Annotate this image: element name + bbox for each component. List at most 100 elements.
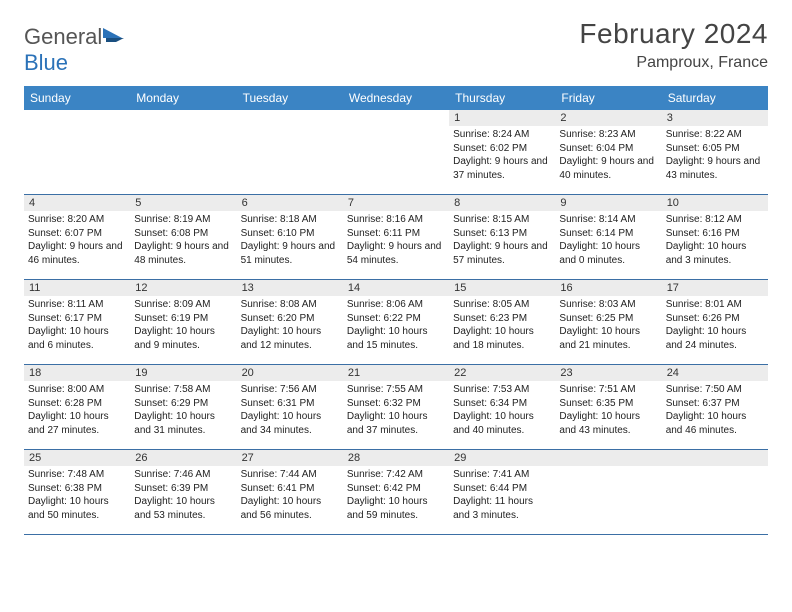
week-row: 25 Sunrise: 7:48 AMSunset: 6:38 PMDayligh…	[24, 450, 768, 535]
day-details: Sunrise: 8:20 AMSunset: 6:07 PMDaylight:…	[28, 213, 126, 267]
day-details: Sunrise: 7:53 AMSunset: 6:34 PMDaylight:…	[453, 383, 551, 437]
day-details: Sunrise: 7:41 AMSunset: 6:44 PMDaylight:…	[453, 468, 551, 522]
day-cell: 23 Sunrise: 7:51 AMSunset: 6:35 PMDayligh…	[555, 365, 661, 449]
day-cell: 18 Sunrise: 8:00 AMSunset: 6:28 PMDayligh…	[24, 365, 130, 449]
day-cell: 4 Sunrise: 8:20 AMSunset: 6:07 PMDaylight…	[24, 195, 130, 279]
day-number: 28	[343, 450, 449, 466]
day-cell: 7 Sunrise: 8:16 AMSunset: 6:11 PMDaylight…	[343, 195, 449, 279]
day-details: Sunrise: 8:16 AMSunset: 6:11 PMDaylight:…	[347, 213, 445, 267]
day-details: Sunrise: 7:44 AMSunset: 6:41 PMDaylight:…	[241, 468, 339, 522]
day-number: 1	[449, 110, 555, 126]
day-details: Sunrise: 8:09 AMSunset: 6:19 PMDaylight:…	[134, 298, 232, 352]
location: Pamproux, France	[579, 54, 768, 72]
day-header: Thursday	[449, 86, 555, 110]
day-cell: 17 Sunrise: 8:01 AMSunset: 6:26 PMDayligh…	[662, 280, 768, 364]
day-number: 20	[237, 365, 343, 381]
day-number: 25	[24, 450, 130, 466]
day-cell: 24 Sunrise: 7:50 AMSunset: 6:37 PMDayligh…	[662, 365, 768, 449]
day-details: Sunrise: 8:18 AMSunset: 6:10 PMDaylight:…	[241, 213, 339, 267]
week-row: 1 Sunrise: 8:24 AMSunset: 6:02 PMDaylight…	[24, 110, 768, 195]
week-row: 4 Sunrise: 8:20 AMSunset: 6:07 PMDaylight…	[24, 195, 768, 280]
day-cell: 29 Sunrise: 7:41 AMSunset: 6:44 PMDayligh…	[449, 450, 555, 534]
day-details: Sunrise: 8:03 AMSunset: 6:25 PMDaylight:…	[559, 298, 657, 352]
day-cell	[237, 110, 343, 194]
week-row: 11 Sunrise: 8:11 AMSunset: 6:17 PMDayligh…	[24, 280, 768, 365]
day-cell: 2 Sunrise: 8:23 AMSunset: 6:04 PMDaylight…	[555, 110, 661, 194]
day-header: Monday	[130, 86, 236, 110]
day-header-row: SundayMondayTuesdayWednesdayThursdayFrid…	[24, 86, 768, 110]
day-details: Sunrise: 8:12 AMSunset: 6:16 PMDaylight:…	[666, 213, 764, 267]
day-cell: 26 Sunrise: 7:46 AMSunset: 6:39 PMDayligh…	[130, 450, 236, 534]
day-cell	[130, 110, 236, 194]
day-number: 16	[555, 280, 661, 296]
day-number: 29	[449, 450, 555, 466]
day-details: Sunrise: 8:14 AMSunset: 6:14 PMDaylight:…	[559, 213, 657, 267]
day-details: Sunrise: 7:58 AMSunset: 6:29 PMDaylight:…	[134, 383, 232, 437]
day-details: Sunrise: 8:00 AMSunset: 6:28 PMDaylight:…	[28, 383, 126, 437]
day-number: 15	[449, 280, 555, 296]
day-cell: 28 Sunrise: 7:42 AMSunset: 6:42 PMDayligh…	[343, 450, 449, 534]
day-number: 2	[555, 110, 661, 126]
day-cell	[662, 450, 768, 534]
day-cell: 11 Sunrise: 8:11 AMSunset: 6:17 PMDayligh…	[24, 280, 130, 364]
title-block: February 2024 Pamproux, France	[579, 18, 768, 72]
day-cell: 16 Sunrise: 8:03 AMSunset: 6:25 PMDayligh…	[555, 280, 661, 364]
day-number-bar	[24, 110, 130, 126]
day-details: Sunrise: 7:42 AMSunset: 6:42 PMDaylight:…	[347, 468, 445, 522]
day-details: Sunrise: 8:24 AMSunset: 6:02 PMDaylight:…	[453, 128, 551, 182]
day-cell: 9Sunrise: 8:14 AMSunset: 6:14 PMDaylight…	[555, 195, 661, 279]
day-number: 19	[130, 365, 236, 381]
day-details: Sunrise: 7:50 AMSunset: 6:37 PMDaylight:…	[666, 383, 764, 437]
day-number: 23	[555, 365, 661, 381]
day-number: 10	[662, 195, 768, 211]
day-cell: 12 Sunrise: 8:09 AMSunset: 6:19 PMDayligh…	[130, 280, 236, 364]
day-cell	[343, 110, 449, 194]
calendar: SundayMondayTuesdayWednesdayThursdayFrid…	[24, 86, 768, 535]
day-cell	[24, 110, 130, 194]
day-number: 11	[24, 280, 130, 296]
day-details: Sunrise: 8:01 AMSunset: 6:26 PMDaylight:…	[666, 298, 764, 352]
day-details: Sunrise: 8:22 AMSunset: 6:05 PMDaylight:…	[666, 128, 764, 182]
day-cell: 20Sunrise: 7:56 AMSunset: 6:31 PMDayligh…	[237, 365, 343, 449]
day-cell: 5Sunrise: 8:19 AMSunset: 6:08 PMDaylight…	[130, 195, 236, 279]
day-header: Tuesday	[237, 86, 343, 110]
day-cell: 10 Sunrise: 8:12 AMSunset: 6:16 PMDayligh…	[662, 195, 768, 279]
day-details: Sunrise: 8:23 AMSunset: 6:04 PMDaylight:…	[559, 128, 657, 182]
day-cell: 14Sunrise: 8:06 AMSunset: 6:22 PMDayligh…	[343, 280, 449, 364]
day-number: 26	[130, 450, 236, 466]
day-number: 18	[24, 365, 130, 381]
day-number-bar	[662, 450, 768, 466]
day-header: Sunday	[24, 86, 130, 110]
day-number: 12	[130, 280, 236, 296]
day-header: Saturday	[662, 86, 768, 110]
day-cell: 6Sunrise: 8:18 AMSunset: 6:10 PMDaylight…	[237, 195, 343, 279]
day-number: 14	[343, 280, 449, 296]
day-details: Sunrise: 7:48 AMSunset: 6:38 PMDaylight:…	[28, 468, 126, 522]
day-number-bar	[555, 450, 661, 466]
logo-word1: General	[24, 24, 102, 49]
day-details: Sunrise: 8:19 AMSunset: 6:08 PMDaylight:…	[134, 213, 232, 267]
day-details: Sunrise: 8:05 AMSunset: 6:23 PMDaylight:…	[453, 298, 551, 352]
day-number: 7	[343, 195, 449, 211]
day-details: Sunrise: 8:11 AMSunset: 6:17 PMDaylight:…	[28, 298, 126, 352]
day-cell: 13Sunrise: 8:08 AMSunset: 6:20 PMDayligh…	[237, 280, 343, 364]
day-details: Sunrise: 7:55 AMSunset: 6:32 PMDaylight:…	[347, 383, 445, 437]
day-number: 17	[662, 280, 768, 296]
day-header: Friday	[555, 86, 661, 110]
day-details: Sunrise: 8:15 AMSunset: 6:13 PMDaylight:…	[453, 213, 551, 267]
logo: GeneralBlue	[24, 24, 126, 76]
day-cell: 22 Sunrise: 7:53 AMSunset: 6:34 PMDayligh…	[449, 365, 555, 449]
header: GeneralBlue February 2024 Pamproux, Fran…	[24, 18, 768, 76]
day-number: 4	[24, 195, 130, 211]
day-number: 24	[662, 365, 768, 381]
day-number: 22	[449, 365, 555, 381]
day-header: Wednesday	[343, 86, 449, 110]
day-details: Sunrise: 7:46 AMSunset: 6:39 PMDaylight:…	[134, 468, 232, 522]
logo-word2: Blue	[24, 50, 68, 75]
day-details: Sunrise: 7:51 AMSunset: 6:35 PMDaylight:…	[559, 383, 657, 437]
day-cell	[555, 450, 661, 534]
day-number-bar	[343, 110, 449, 126]
day-number: 21	[343, 365, 449, 381]
day-cell: 15 Sunrise: 8:05 AMSunset: 6:23 PMDayligh…	[449, 280, 555, 364]
day-cell: 25 Sunrise: 7:48 AMSunset: 6:38 PMDayligh…	[24, 450, 130, 534]
